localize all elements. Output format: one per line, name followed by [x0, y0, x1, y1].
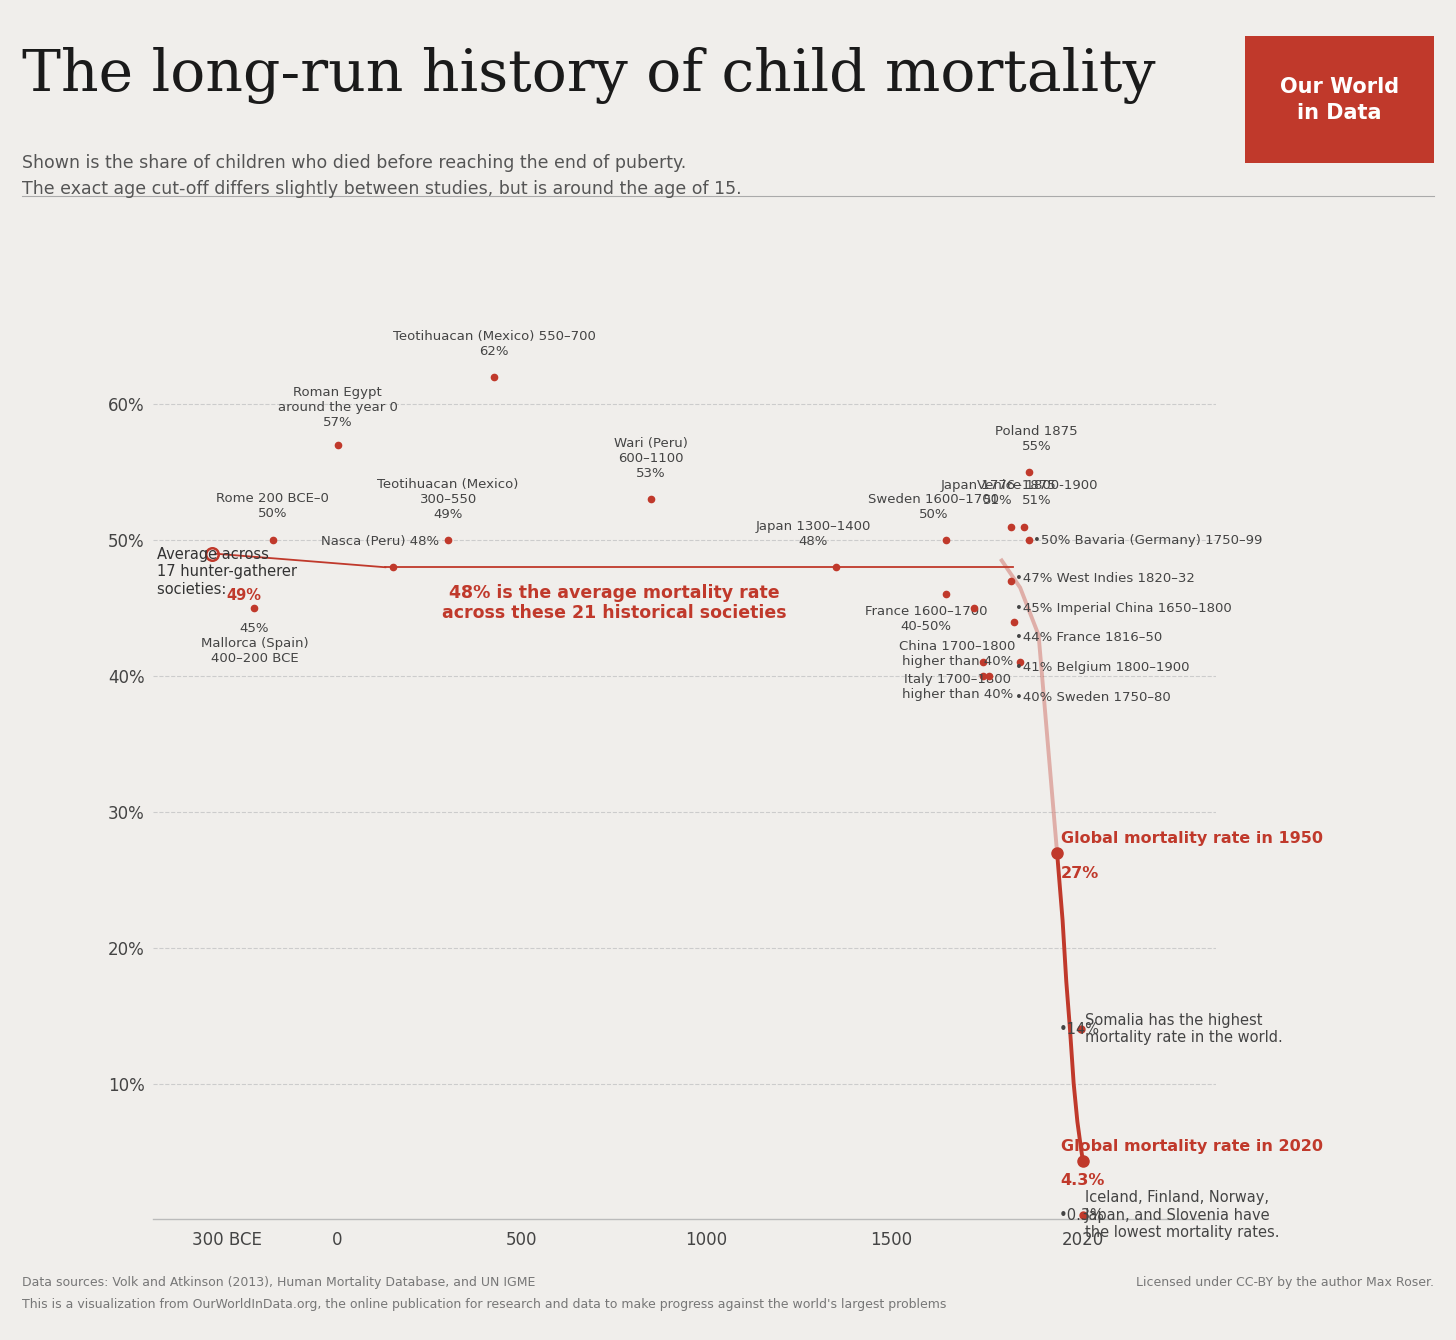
Text: Somalia has the highest
mortality rate in the world.: Somalia has the highest mortality rate i… — [1085, 1013, 1283, 1045]
Text: Our World
in Data: Our World in Data — [1280, 76, 1399, 123]
Text: 49%: 49% — [227, 588, 262, 603]
Text: Venice 1800-1900
51%: Venice 1800-1900 51% — [977, 480, 1096, 508]
Text: 45%
Mallorca (Spain)
400–200 BCE: 45% Mallorca (Spain) 400–200 BCE — [201, 622, 309, 665]
Text: •45% Imperial China 1650–1800: •45% Imperial China 1650–1800 — [1015, 602, 1232, 615]
Text: •40% Sweden 1750–80: •40% Sweden 1750–80 — [1015, 691, 1171, 705]
Text: The exact age cut-off differs slightly between studies, but is around the age of: The exact age cut-off differs slightly b… — [22, 180, 741, 197]
Text: Iceland, Finland, Norway,
Japan, and Slovenia have
the lowest mortality rates.: Iceland, Finland, Norway, Japan, and Slo… — [1085, 1190, 1280, 1241]
Text: Wari (Peru)
600–1100
53%: Wari (Peru) 600–1100 53% — [614, 437, 689, 480]
Text: •47% West Indies 1820–32: •47% West Indies 1820–32 — [1015, 572, 1195, 584]
Text: Shown is the share of children who died before reaching the end of puberty.: Shown is the share of children who died … — [22, 154, 686, 172]
Text: Italy 1700–1800
higher than 40%: Italy 1700–1800 higher than 40% — [901, 673, 1013, 701]
Text: Global mortality rate in 2020: Global mortality rate in 2020 — [1061, 1139, 1322, 1154]
Text: •14%: •14% — [1059, 1021, 1099, 1037]
Text: The long-run history of child mortality: The long-run history of child mortality — [22, 47, 1156, 105]
Text: Licensed under CC-BY by the author Max Roser.: Licensed under CC-BY by the author Max R… — [1136, 1276, 1434, 1289]
Text: Teotihuacan (Mexico) 550–700
62%: Teotihuacan (Mexico) 550–700 62% — [393, 330, 596, 358]
Text: Rome 200 BCE–0
50%: Rome 200 BCE–0 50% — [217, 492, 329, 520]
Text: France 1600–1700
40-50%: France 1600–1700 40-50% — [865, 606, 987, 634]
Text: China 1700–1800
higher than 40%: China 1700–1800 higher than 40% — [900, 641, 1016, 669]
Text: Japan 1300–1400
48%: Japan 1300–1400 48% — [756, 520, 871, 548]
Text: Global mortality rate in 1950: Global mortality rate in 1950 — [1061, 831, 1322, 846]
Text: •50% Bavaria (Germany) 1750–99: •50% Bavaria (Germany) 1750–99 — [1034, 533, 1262, 547]
Text: •41% Belgium 1800–1900: •41% Belgium 1800–1900 — [1015, 662, 1190, 674]
Text: Average across
17 hunter-gatherer
societies:: Average across 17 hunter-gatherer societ… — [157, 547, 297, 596]
Text: 4.3%: 4.3% — [1061, 1174, 1105, 1189]
Text: 48% is the average mortality rate
across these 21 historical societies: 48% is the average mortality rate across… — [441, 584, 786, 622]
Text: Data sources: Volk and Atkinson (2013), Human Mortality Database, and UN IGME: Data sources: Volk and Atkinson (2013), … — [22, 1276, 536, 1289]
Text: Sweden 1600–1700
50%: Sweden 1600–1700 50% — [868, 493, 999, 521]
Text: Nasca (Peru) 48%: Nasca (Peru) 48% — [320, 535, 438, 548]
Text: Teotihuacan (Mexico)
300–550
49%: Teotihuacan (Mexico) 300–550 49% — [377, 478, 518, 521]
Text: This is a visualization from OurWorldInData.org, the online publication for rese: This is a visualization from OurWorldInD… — [22, 1297, 946, 1311]
Text: •0.3%: •0.3% — [1059, 1207, 1105, 1223]
Text: Roman Egypt
around the year 0
57%: Roman Egypt around the year 0 57% — [278, 386, 397, 429]
Text: Poland 1875
55%: Poland 1875 55% — [996, 425, 1077, 453]
Text: Japan 1776–1875
51%: Japan 1776–1875 51% — [941, 480, 1056, 508]
Text: •44% France 1816–50: •44% France 1816–50 — [1015, 631, 1162, 645]
Text: 27%: 27% — [1061, 866, 1099, 882]
